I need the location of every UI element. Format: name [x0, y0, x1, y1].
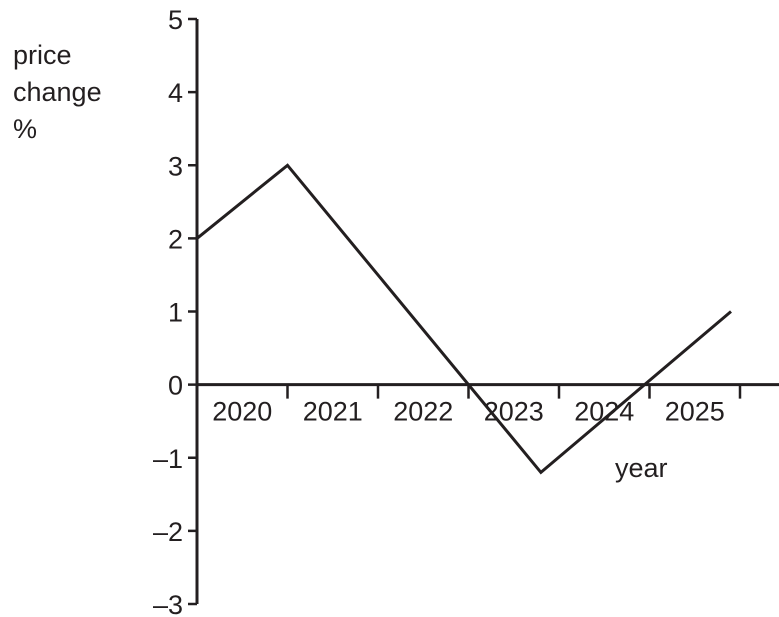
y-tick-label: 5 [168, 5, 183, 35]
y-axis-label: price change % [13, 40, 102, 144]
y-tick-label: –1 [153, 444, 183, 474]
x-axis: 2020 2021 2022 2023 2024 2025 [197, 383, 779, 427]
x-tick-label: 2020 [212, 397, 272, 427]
y-axis-label-line-1: price [13, 40, 72, 70]
y-tick-label: –3 [153, 590, 183, 617]
series-group [196, 163, 732, 475]
y-tick-label: 0 [168, 371, 183, 401]
x-axis-label: year [615, 453, 668, 483]
y-axis: 5 4 3 2 1 0 –1 –2 –3 [153, 5, 199, 617]
y-axis-label-line-3: % [13, 114, 37, 144]
series-line [196, 163, 732, 475]
y-tick-label: 1 [168, 298, 183, 328]
x-tick-label: 2021 [303, 397, 363, 427]
x-tick-label: 2025 [665, 397, 725, 427]
y-tick-label: 3 [168, 151, 183, 181]
x-tick-label: 2022 [393, 397, 453, 427]
y-axis-label-line-2: change [13, 77, 102, 107]
y-tick-label: 2 [168, 224, 183, 254]
y-tick-label: 4 [168, 78, 183, 108]
x-tick-label: 2023 [484, 397, 544, 427]
y-tick-label: –2 [153, 517, 183, 547]
